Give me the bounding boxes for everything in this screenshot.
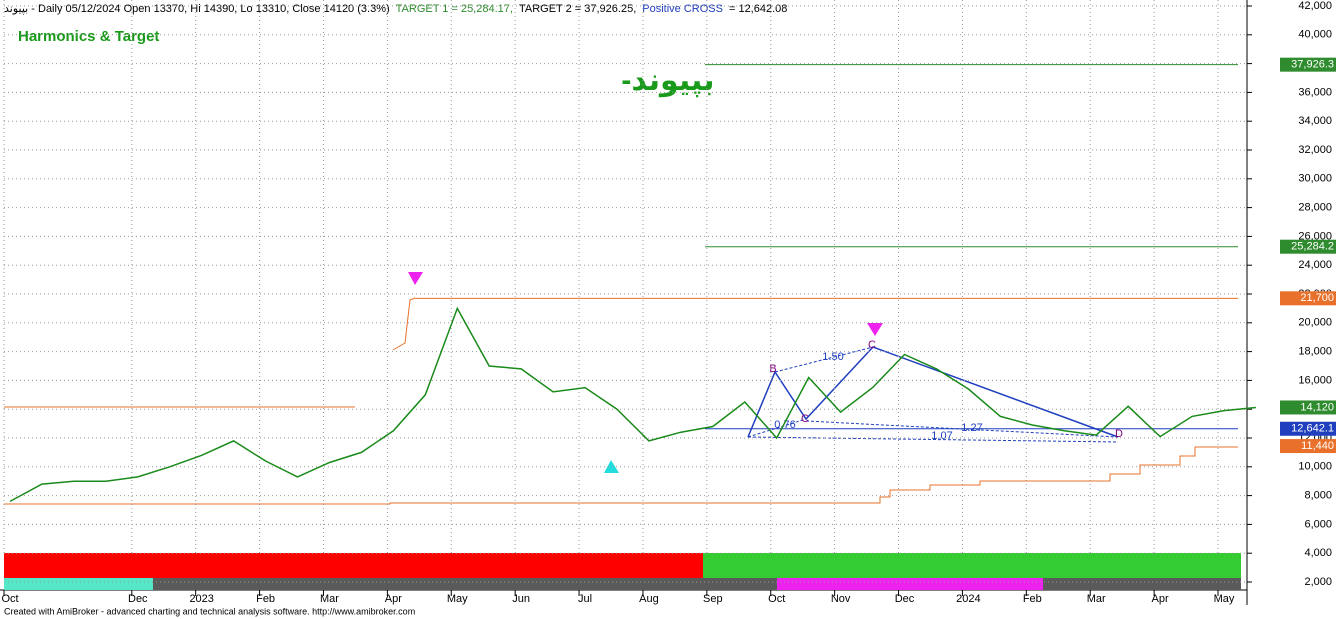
level-label: 37,926.3: [1291, 59, 1334, 71]
x-tick-label: Mar: [1087, 593, 1106, 605]
x-tick-label: Nov: [831, 593, 851, 605]
support-line: [392, 297, 416, 351]
level-box: [1280, 57, 1336, 72]
header-part: Positive CROSS: [642, 3, 723, 15]
band-magenta: [777, 578, 1043, 590]
x-tick-label: 2023: [189, 593, 213, 605]
pattern-label: D: [1115, 428, 1123, 440]
level-label: 21,700: [1300, 292, 1334, 304]
x-tick-label: Apr: [385, 593, 402, 605]
level-box: [1280, 421, 1336, 436]
x-tick-label: Jun: [512, 593, 530, 605]
band-cyan: [4, 578, 153, 590]
y-tick-label: 2,000: [1304, 576, 1332, 588]
level-box: [1280, 239, 1336, 254]
pattern-label: B: [769, 363, 776, 375]
header-part: بپیوند - Daily 05/12/2024 Open 13370, Hi…: [4, 3, 390, 15]
pattern-label: C: [801, 413, 809, 425]
y-tick-label: 30,000: [1298, 173, 1332, 185]
header-part: TARGET 2 = 37,926.25,: [519, 3, 636, 15]
y-tick-label: 40,000: [1298, 29, 1332, 41]
x-tick-label: Dec: [895, 593, 915, 605]
level-label: 14,120: [1300, 401, 1334, 413]
chart-title: Harmonics & Target: [18, 28, 159, 45]
level-box: [1280, 400, 1336, 415]
x-tick-label: Feb: [256, 593, 275, 605]
pattern-ratio-line: [747, 418, 807, 438]
y-tick-label: 34,000: [1298, 115, 1332, 127]
sell-arrow: [408, 272, 423, 285]
band-gray: [1043, 578, 1241, 590]
y-tick-label: 20,000: [1298, 317, 1332, 329]
price-line: [9, 306, 1256, 503]
x-tick-label: Oct: [768, 593, 785, 605]
pattern-ratio: 0.76: [774, 419, 795, 431]
band-red: [4, 553, 703, 578]
band-gray: [153, 578, 777, 590]
level-box: [1280, 291, 1336, 306]
header: بپیوند - Daily 05/12/2024 Open 13370, Hi…: [4, 3, 787, 15]
pattern-ratio-line: [747, 436, 1119, 443]
x-tick-label: Jul: [578, 593, 592, 605]
level-box: [1280, 439, 1336, 454]
y-tick-label: 4,000: [1304, 547, 1332, 559]
support-line: [4, 446, 1238, 505]
pattern-ratio-line: [774, 346, 874, 373]
x-tick-label: Oct: [1, 593, 18, 605]
y-tick-label: 36,000: [1298, 86, 1332, 98]
x-tick-label: 2024: [956, 593, 980, 605]
x-tick-label: May: [447, 593, 468, 605]
x-tick-label: Feb: [1023, 593, 1042, 605]
header-part: = 12,642.08: [729, 3, 787, 15]
level-label: 25,284.2: [1291, 241, 1334, 253]
y-tick-label: 28,000: [1298, 202, 1332, 214]
y-tick-label: 42,000: [1298, 0, 1332, 12]
pattern-ratio: 1.50: [822, 351, 843, 363]
y-tick-label: 10,000: [1298, 461, 1332, 473]
pattern-ratio: 1.07: [931, 430, 952, 442]
level-label: 12,642.1: [1291, 423, 1334, 435]
header-part: TARGET 1 = 25,284.17,: [396, 3, 513, 15]
x-tick-label: Apr: [1152, 593, 1169, 605]
y-tick-label: 6,000: [1304, 518, 1332, 530]
footer: Created with AmiBroker - advanced charti…: [4, 606, 415, 616]
buy-arrow: [604, 460, 619, 473]
y-tick-label: 18,000: [1298, 346, 1332, 358]
x-tick-label: May: [1214, 593, 1235, 605]
y-tick-label: 8,000: [1304, 490, 1332, 502]
band-green: [703, 553, 1241, 578]
x-tick-label: Sep: [703, 593, 723, 605]
x-tick-label: Mar: [320, 593, 339, 605]
pattern-ratio: 1.27: [961, 422, 982, 434]
y-tick-label: 26,000: [1298, 230, 1332, 242]
pattern-label: C: [868, 339, 876, 351]
y-tick-label: 24,000: [1298, 259, 1332, 271]
level-label: 11,440: [1301, 440, 1334, 452]
y-tick-label: 32,000: [1298, 144, 1332, 156]
x-tick-label: Dec: [128, 593, 148, 605]
sell-arrow: [867, 323, 883, 336]
x-tick-label: Aug: [639, 593, 659, 605]
y-tick-label: 16,000: [1298, 374, 1332, 386]
